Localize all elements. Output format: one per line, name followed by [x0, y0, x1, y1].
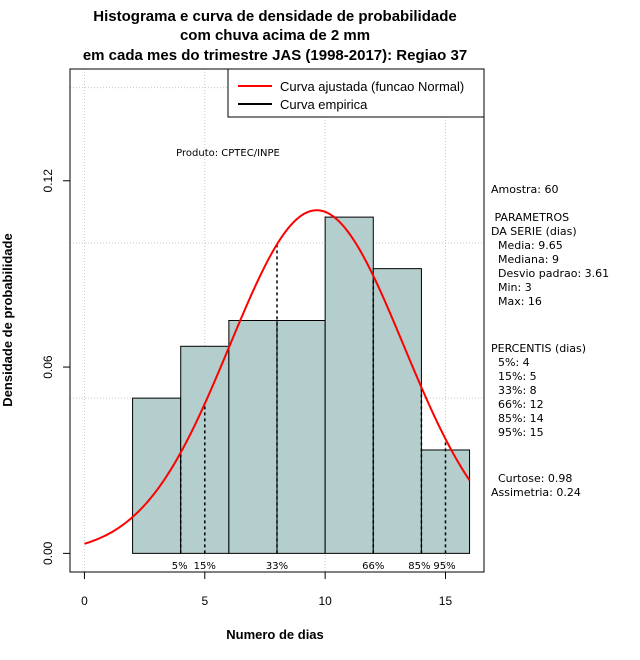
y-tick-label: 0.00 — [41, 541, 55, 565]
histogram-bar — [420, 449, 471, 554]
percentile-label-15: 15% — [194, 561, 216, 572]
chart-title-line-2: com chuva acima de 2 mm — [180, 27, 370, 44]
percentile-label-85: 85% — [408, 561, 430, 572]
percentile-label-5: 5% — [172, 561, 188, 572]
stat-max: Max: 16 — [491, 295, 542, 308]
percentile-label-33: 33% — [266, 561, 288, 572]
histogram-bar — [324, 216, 374, 554]
y-axis-label: Densidade de probabilidade — [0, 233, 15, 406]
stat-p95: 95%: 15 — [491, 426, 544, 439]
stat-mediana: Mediana: 9 — [491, 253, 559, 266]
y-tick-label: 0.06 — [41, 355, 55, 379]
chart-title-line-1: Histograma e curva de densidade de proba… — [93, 8, 456, 25]
stat-desvio: Desvio padrao: 3.61 — [491, 267, 609, 280]
x-tick-label: 10 — [318, 594, 332, 608]
x-tick-label: 5 — [201, 594, 208, 608]
stat-p33: 33%: 8 — [491, 384, 537, 397]
bars-layer — [132, 216, 471, 554]
normal-curve — [84, 209, 471, 545]
percentis-title: PERCENTIS (dias) — [491, 342, 586, 355]
percentile-label-95: 95% — [433, 561, 455, 572]
legend-box — [227, 68, 485, 118]
stat-p5: 5%: 4 — [491, 356, 530, 369]
stat-p66: 66%: 12 — [491, 398, 544, 411]
curve-layer — [84, 209, 471, 545]
x-tick-label: 15 — [439, 594, 453, 608]
legend: Curva ajustada (funcao Normal) Curva emp… — [227, 68, 485, 118]
histogram-bar — [372, 268, 422, 554]
percentile-label-66: 66% — [362, 561, 384, 572]
histogram-bar — [228, 320, 278, 554]
y-tick-label: 0.12 — [41, 169, 55, 193]
stat-assimetria: Assimetria: 0.24 — [491, 486, 581, 499]
stat-curtose: Curtose: 0.98 — [491, 472, 572, 485]
stat-amostra: Amostra: 60 — [491, 183, 558, 196]
x-tick-label: 0 — [81, 594, 88, 608]
stats-panel: Amostra: 60 PARAMETROS DA SERIE (dias) M… — [491, 183, 609, 499]
stat-p15: 15%: 5 — [491, 370, 537, 383]
histogram-bar — [132, 397, 182, 554]
percentile-layer: 5% 15% 33% 66% 85% 95% — [172, 244, 456, 572]
params-title-2: DA SERIE (dias) — [491, 225, 577, 238]
stat-min: Min: 3 — [491, 281, 532, 294]
params-title-1: PARAMETROS — [491, 211, 569, 224]
histogram-bar — [276, 320, 326, 554]
legend-empirical-label: Curva empirica — [280, 97, 368, 112]
legend-normal-label: Curva ajustada (funcao Normal) — [280, 79, 464, 94]
stat-media: Media: 9.65 — [491, 239, 563, 252]
chart-title-line-3: em cada mes do trimestre JAS (1998-2017)… — [83, 47, 467, 64]
product-annotation: Produto: CPTEC/INPE — [176, 148, 280, 159]
stat-p85: 85%: 14 — [491, 412, 544, 425]
x-axis-label: Numero de dias — [226, 627, 324, 642]
